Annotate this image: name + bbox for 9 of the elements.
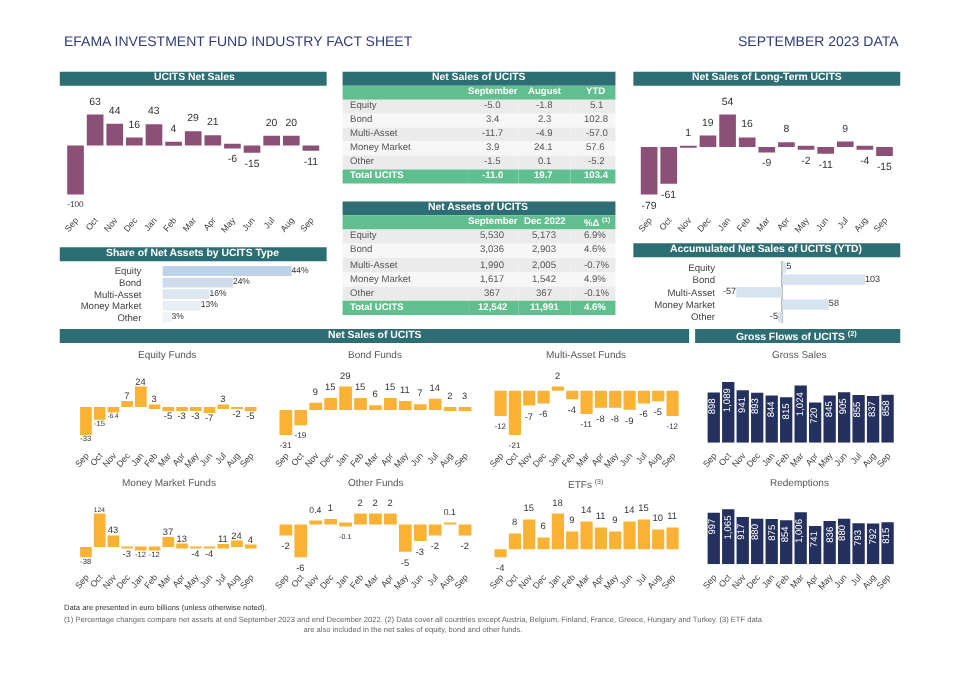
bar	[758, 147, 776, 153]
bar	[494, 549, 507, 558]
bar	[302, 145, 320, 151]
bar	[67, 145, 84, 195]
bar	[782, 299, 829, 310]
bar	[162, 266, 292, 276]
bar	[736, 286, 783, 298]
bar	[162, 277, 233, 288]
bar	[80, 547, 92, 558]
